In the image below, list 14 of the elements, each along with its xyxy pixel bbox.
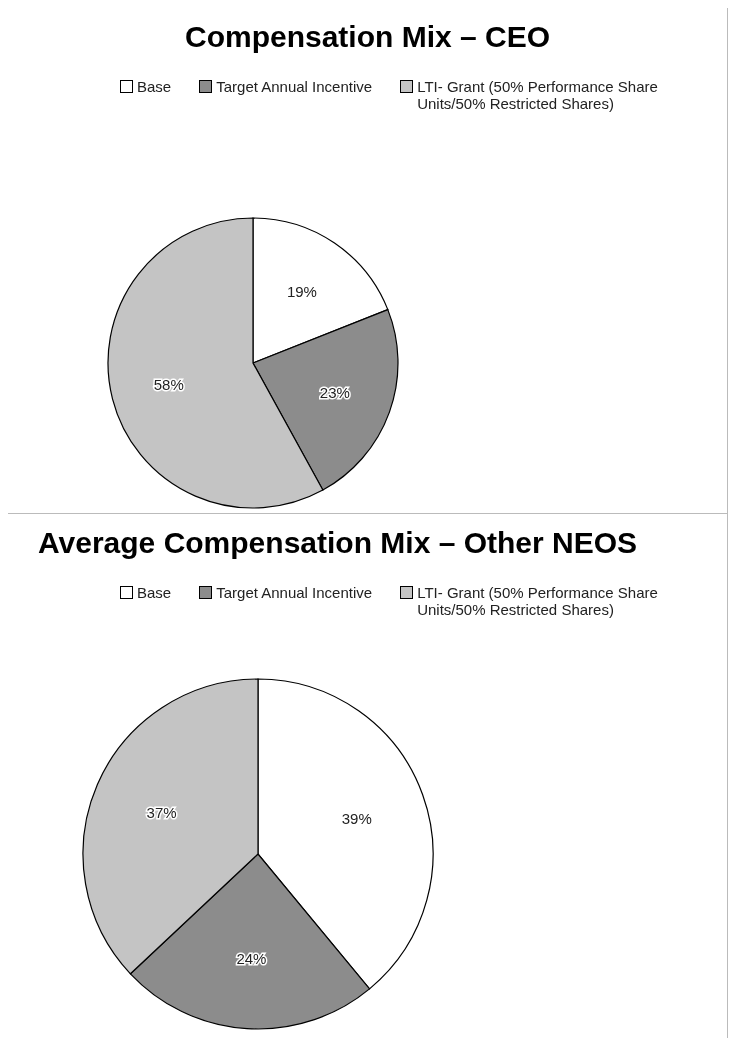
data-label: 19% (286, 282, 317, 300)
legend-label: Target Annual Incentive (216, 78, 373, 95)
legend-label: Target Annual Incentive (216, 584, 373, 601)
legend-label: Base (137, 584, 172, 601)
data-label: 23% (319, 383, 350, 401)
legend-label: Base (137, 78, 172, 95)
data-label: 37% (146, 803, 177, 821)
legend-label: LTI- Grant (50% Performance Share Units/50% Restricted Shares) (417, 78, 659, 112)
data-label: 39% (341, 809, 372, 827)
data-label: 58% (153, 376, 184, 394)
data-label: 24% (236, 950, 267, 968)
chart-title: Average Compensation Mix – Other NEOS (37, 525, 639, 561)
chart-title: Compensation Mix – CEO (183, 19, 552, 55)
legend-label: LTI- Grant (50% Performance Share Units/50% Restricted Shares) (417, 584, 659, 618)
